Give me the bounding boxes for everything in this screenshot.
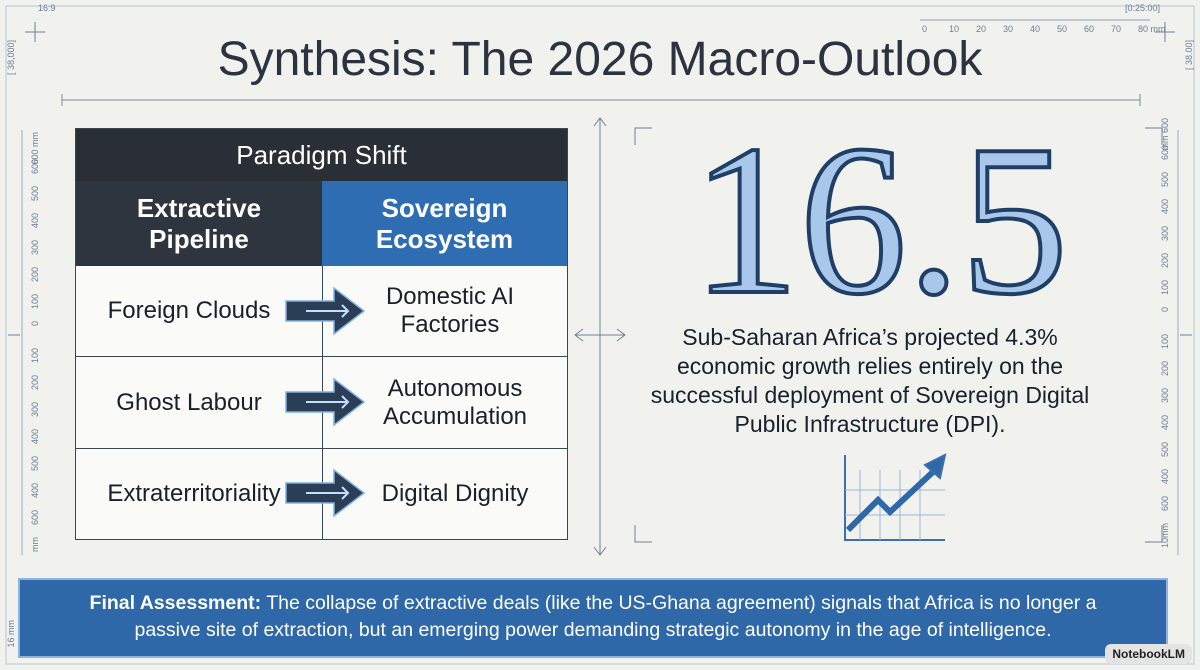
ruler-label: 100 <box>1160 280 1170 296</box>
ruler-label: 70 <box>1111 24 1122 34</box>
ruler-label: 400 <box>1160 469 1170 485</box>
ruler-label: 300 <box>30 240 40 256</box>
ruler-label: 60 <box>1084 24 1095 34</box>
ruler-label: 10 <box>949 24 960 34</box>
ruler-label: 400 <box>1160 415 1170 431</box>
aspect-label: 16:9 <box>38 3 56 13</box>
arrows <box>285 286 366 518</box>
ruler-label: 100 <box>1160 334 1170 350</box>
ruler-label: 400 <box>30 429 40 445</box>
ruler-label: 100 <box>30 294 40 310</box>
watermark: NotebookLM <box>1105 644 1192 664</box>
ruler-label: 0 <box>30 321 40 327</box>
ruler-label: 0 <box>922 24 928 34</box>
ruler-label: 300 <box>1160 226 1170 242</box>
ruler-label: 200 <box>1160 361 1170 377</box>
ruler-label: 200 <box>1160 253 1170 269</box>
assessment-banner: Final Assessment: The collapse of extrac… <box>18 578 1168 658</box>
ruler-label: 80 mm <box>1138 24 1166 34</box>
banner-label: Final Assessment: <box>89 592 262 614</box>
ruler-label: 500 <box>1160 172 1170 188</box>
banner-text: The collapse of extractive deals (like t… <box>134 592 1097 641</box>
ruler-label: 500 <box>30 456 40 472</box>
ruler-label: 10mm <box>1160 523 1170 549</box>
ruler-label: 600 <box>30 510 40 526</box>
ruler-label: 200 <box>30 267 40 283</box>
ruler-label: 0 <box>1160 307 1170 313</box>
ruler-label: mm <box>30 537 40 552</box>
ruler-label: 300 <box>30 402 40 418</box>
bottom-left-ruler: 16 mm <box>6 620 16 648</box>
ruler-label: 400 <box>1160 199 1170 215</box>
ruler-label: 500 <box>30 186 40 202</box>
table-title: Paradigm Shift <box>76 129 567 181</box>
ruler-label: 400 <box>30 483 40 499</box>
ruler-label: 600 <box>30 159 40 175</box>
highlight-text: Sub-Saharan Africa’s projected 4.3% econ… <box>650 324 1090 437</box>
ruler-label: 50 <box>1057 24 1068 34</box>
ruler-label: 30 <box>1003 24 1014 34</box>
slide-title: Synthesis: The 2026 Macro-Outlook <box>217 33 983 86</box>
ruler-label: 300 <box>1160 388 1170 404</box>
comparison-table: Paradigm Shift Extractive Pipeline Sover… <box>75 128 568 540</box>
timer-label: [0:25:00] <box>1124 3 1160 13</box>
column-header: Extractive Pipeline <box>76 181 322 266</box>
ruler-label: 20 <box>976 24 987 34</box>
ruler-label: 200 <box>30 375 40 391</box>
row-from: Ghost Labour <box>76 357 322 449</box>
ruler-label: 100 <box>30 348 40 364</box>
ruler-label: 500 <box>1160 442 1170 458</box>
highlight-number: 16.5 <box>692 130 1068 320</box>
highlight-figure: 16.5 <box>690 130 1070 320</box>
column-header: Sovereign Ecosystem <box>322 181 567 266</box>
ruler-label: 600 <box>1160 145 1170 161</box>
row-from: Extraterritoriality <box>76 449 322 539</box>
ruler-label: 40 <box>1030 24 1041 34</box>
ruler-label: 400 <box>30 213 40 229</box>
ruler-label: 600 <box>1160 496 1170 512</box>
row-from: Foreign Clouds <box>76 266 322 357</box>
